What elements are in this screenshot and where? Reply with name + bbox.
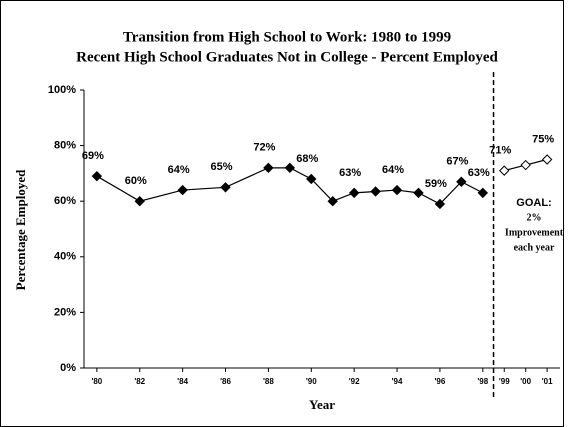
y-axis-title: Percentage Employed: [13, 169, 28, 290]
data-label: 71%: [489, 145, 511, 157]
x-tick-label: '01: [542, 377, 553, 386]
x-tick-label: '88: [263, 377, 274, 386]
chart-title: Recent High School Graduates Not in Coll…: [76, 49, 498, 65]
x-tick-label: '86: [220, 377, 231, 386]
point: [327, 195, 338, 207]
data-label: 67%: [446, 156, 468, 168]
x-tick-label: '98: [477, 377, 488, 386]
point: [520, 159, 531, 171]
annotation: 2%: [527, 212, 542, 223]
point: [477, 187, 489, 199]
point: [134, 195, 145, 207]
point: [91, 170, 103, 182]
x-axis-title: Year: [309, 397, 335, 412]
chart-title: Transition from High School to Work: 198…: [123, 29, 451, 45]
x-tick-label: '99: [499, 377, 510, 386]
data-label: 60%: [125, 175, 147, 187]
point: [499, 165, 510, 176]
point: [220, 182, 231, 193]
point: [434, 198, 446, 210]
data-label: 63%: [339, 167, 361, 179]
x-tick-label: '82: [134, 377, 145, 386]
point: [541, 154, 553, 165]
point: [456, 176, 467, 187]
data-label: 68%: [296, 153, 318, 165]
point: [177, 184, 188, 196]
data-label: 59%: [425, 178, 447, 190]
data-label: 69%: [82, 150, 104, 162]
x-tick-label: '92: [349, 377, 360, 386]
point: [348, 187, 360, 199]
x-tick-label: '94: [392, 377, 403, 386]
point: [263, 162, 274, 174]
x-tick-label: '80: [91, 377, 102, 386]
data-label: 63%: [468, 167, 490, 179]
x-tick-label: '84: [177, 377, 188, 386]
data-label: 64%: [168, 164, 190, 176]
data-label: 72%: [253, 142, 275, 154]
y-tick-label: 20%: [54, 306, 76, 318]
y-tick-label: 80%: [54, 140, 76, 152]
point: [306, 173, 317, 185]
y-tick-label: 40%: [54, 251, 76, 263]
y-tick-label: 0%: [60, 362, 76, 374]
annotation: GOAL:: [516, 197, 551, 209]
data-label: 65%: [210, 161, 232, 173]
x-tick-label: '96: [435, 377, 446, 386]
point: [370, 186, 381, 197]
y-tick-label: 100%: [48, 84, 76, 96]
annotation: Improvement: [505, 227, 564, 238]
y-tick-label: 60%: [54, 195, 76, 207]
x-tick-label: '00: [520, 377, 531, 386]
annotation: each year: [514, 242, 555, 253]
x-tick-label: '90: [306, 377, 317, 386]
point: [284, 162, 296, 174]
data-label: 64%: [382, 164, 404, 176]
point: [391, 184, 403, 196]
point: [413, 187, 424, 199]
data-label: 75%: [532, 133, 554, 145]
